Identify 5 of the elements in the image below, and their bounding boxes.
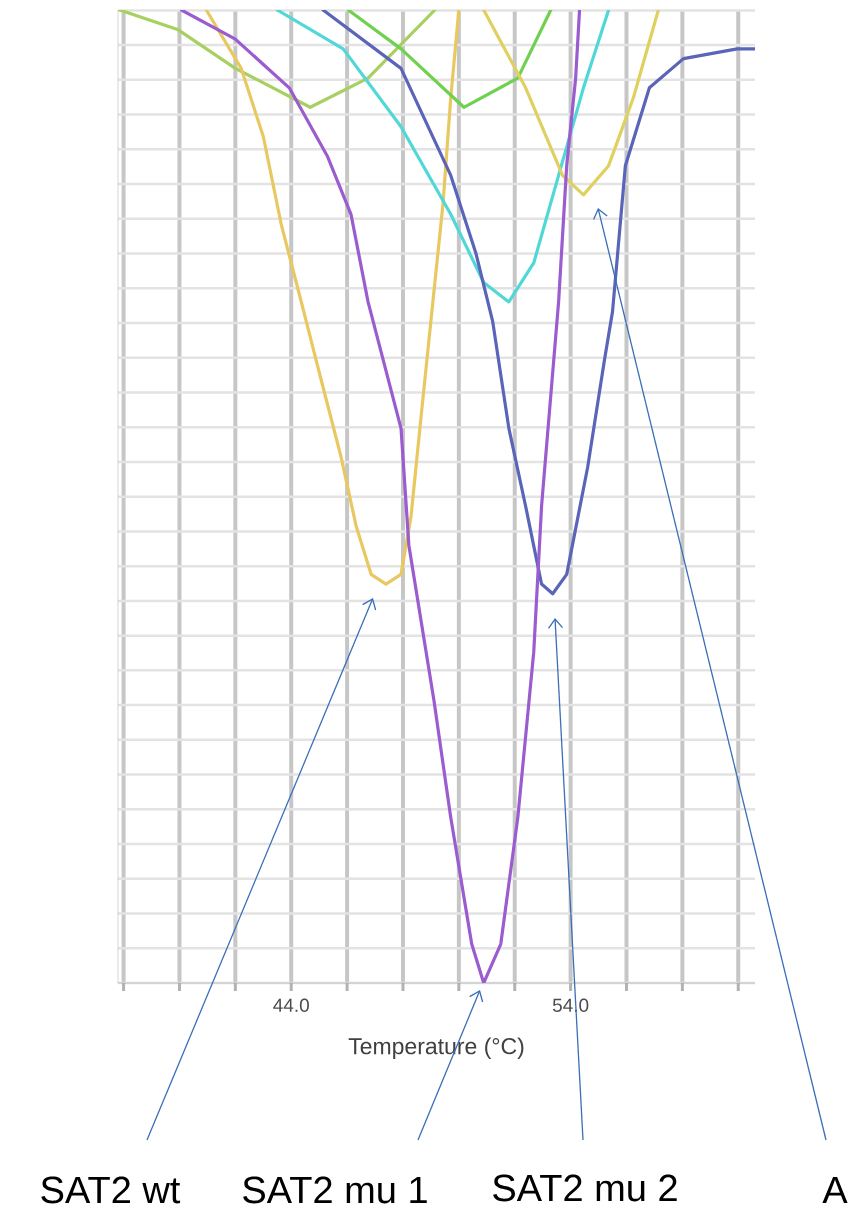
text: SAT2 mu 1 bbox=[243, 1176, 427, 1204]
text: A bbox=[822, 1176, 848, 1204]
text: SAT2 mu 2 bbox=[493, 1174, 677, 1202]
x-tick-label: 44.0 bbox=[273, 998, 309, 1012]
text: SAT2 wt bbox=[41, 1176, 181, 1204]
